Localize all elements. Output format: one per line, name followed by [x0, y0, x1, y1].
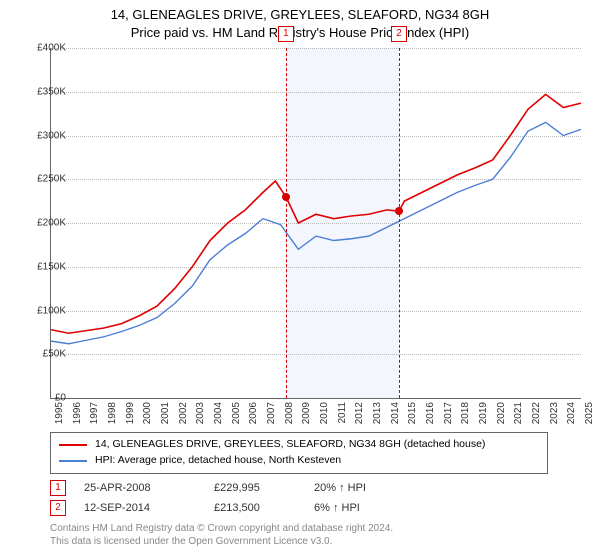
x-axis-label: 2006 — [248, 402, 259, 424]
marker-box: 2 — [391, 26, 407, 42]
y-axis-label: £150K — [22, 261, 66, 272]
x-axis-label: 2016 — [425, 402, 436, 424]
x-axis-label: 2025 — [584, 402, 595, 424]
sale-row: 1 25-APR-2008 £229,995 20% ↑ HPI — [50, 478, 414, 498]
x-axis-label: 2024 — [566, 402, 577, 424]
y-axis-label: £100K — [22, 305, 66, 316]
sale-row: 2 12-SEP-2014 £213,500 6% ↑ HPI — [50, 498, 414, 518]
legend-item: HPI: Average price, detached house, Nort… — [59, 453, 539, 469]
x-axis-label: 2015 — [407, 402, 418, 424]
marker-vline — [286, 48, 287, 398]
title-line-1: 14, GLENEAGLES DRIVE, GREYLEES, SLEAFORD… — [0, 6, 600, 24]
x-axis-label: 1998 — [107, 402, 118, 424]
x-axis-label: 2019 — [478, 402, 489, 424]
x-axis-label: 2013 — [372, 402, 383, 424]
y-axis-label: £250K — [22, 174, 66, 185]
sale-table: 1 25-APR-2008 £229,995 20% ↑ HPI 2 12-SE… — [50, 478, 414, 518]
sale-date: 25-APR-2008 — [84, 482, 214, 494]
y-axis-label: £300K — [22, 130, 66, 141]
marker-box: 1 — [278, 26, 294, 42]
x-axis-label: 2012 — [354, 402, 365, 424]
y-axis-label: £200K — [22, 218, 66, 229]
x-axis-label: 2009 — [301, 402, 312, 424]
x-axis-label: 2023 — [549, 402, 560, 424]
x-axis-label: 1997 — [89, 402, 100, 424]
chart-title: 14, GLENEAGLES DRIVE, GREYLEES, SLEAFORD… — [0, 0, 600, 41]
legend-swatch — [59, 460, 87, 462]
y-axis-label: £0 — [22, 393, 66, 404]
sale-price: £229,995 — [214, 482, 314, 494]
legend-swatch — [59, 444, 87, 446]
x-axis-label: 2002 — [178, 402, 189, 424]
root: 14, GLENEAGLES DRIVE, GREYLEES, SLEAFORD… — [0, 0, 600, 560]
x-axis-label: 2021 — [513, 402, 524, 424]
marker-dot — [282, 193, 290, 201]
sale-delta: 6% ↑ HPI — [314, 502, 414, 514]
x-axis-label: 2020 — [496, 402, 507, 424]
x-axis-label: 2004 — [213, 402, 224, 424]
footnote-line: Contains HM Land Registry data © Crown c… — [50, 522, 393, 535]
x-axis-label: 2007 — [266, 402, 277, 424]
y-axis-label: £50K — [22, 349, 66, 360]
title-line-2: Price paid vs. HM Land Registry's House … — [0, 24, 600, 42]
x-axis-label: 2001 — [160, 402, 171, 424]
x-axis-label: 2010 — [319, 402, 330, 424]
x-axis-label: 2008 — [284, 402, 295, 424]
chart-svg — [51, 48, 581, 398]
x-axis-label: 2018 — [460, 402, 471, 424]
legend: 14, GLENEAGLES DRIVE, GREYLEES, SLEAFORD… — [50, 432, 548, 474]
y-axis-label: £350K — [22, 86, 66, 97]
y-axis-label: £400K — [22, 43, 66, 54]
series-hpi — [51, 122, 581, 343]
legend-label: HPI: Average price, detached house, Nort… — [95, 453, 341, 469]
x-axis-label: 1995 — [54, 402, 65, 424]
sale-date: 12-SEP-2014 — [84, 502, 214, 514]
x-axis-label: 1999 — [125, 402, 136, 424]
x-axis-label: 2022 — [531, 402, 542, 424]
sale-marker-box: 1 — [50, 480, 66, 496]
sale-delta: 20% ↑ HPI — [314, 482, 414, 494]
marker-dot — [395, 207, 403, 215]
sale-price: £213,500 — [214, 502, 314, 514]
legend-item: 14, GLENEAGLES DRIVE, GREYLEES, SLEAFORD… — [59, 437, 539, 453]
sale-marker-box: 2 — [50, 500, 66, 516]
x-axis-label: 1996 — [72, 402, 83, 424]
x-axis-label: 2014 — [390, 402, 401, 424]
x-axis-label: 2011 — [337, 402, 348, 424]
x-axis-label: 2000 — [142, 402, 153, 424]
x-axis-label: 2005 — [231, 402, 242, 424]
x-axis-label: 2017 — [443, 402, 454, 424]
x-axis-label: 2003 — [195, 402, 206, 424]
footnote-line: This data is licensed under the Open Gov… — [50, 535, 393, 548]
series-property — [51, 94, 581, 333]
legend-label: 14, GLENEAGLES DRIVE, GREYLEES, SLEAFORD… — [95, 437, 485, 453]
marker-vline — [399, 48, 400, 398]
footnote: Contains HM Land Registry data © Crown c… — [50, 522, 393, 548]
line-chart: 1995199619971998199920002001200220032004… — [50, 48, 581, 399]
